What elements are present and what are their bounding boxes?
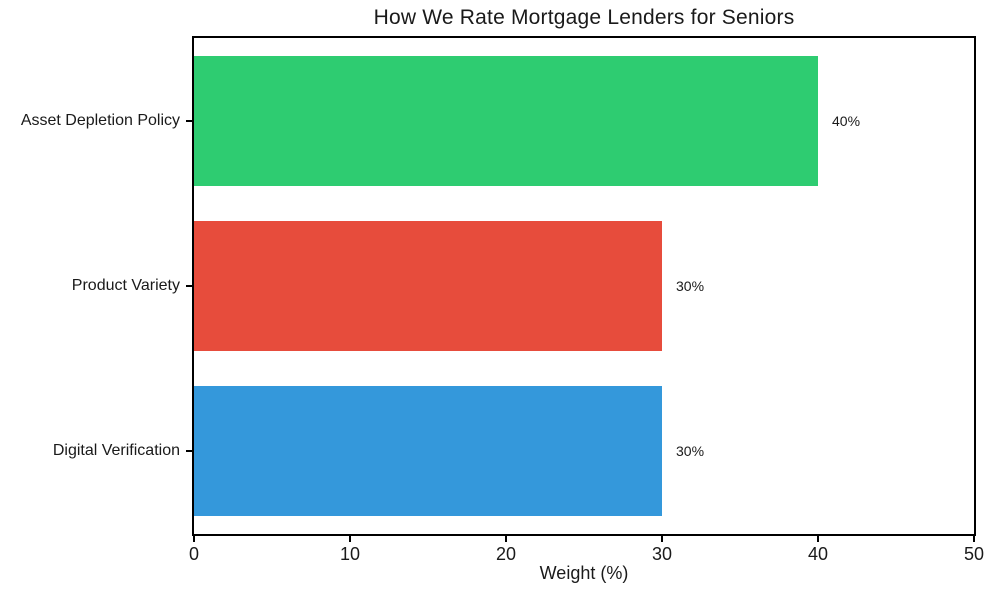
x-tick-mark: [349, 536, 351, 542]
x-tick-mark: [505, 536, 507, 542]
x-tick-label: 0: [188, 544, 199, 564]
x-tick-label: 20: [495, 544, 517, 564]
bar: [194, 386, 662, 517]
x-tick-mark: [661, 536, 663, 542]
bar-value-label: 30%: [676, 443, 705, 460]
bar: [194, 221, 662, 351]
plot-area: 40% 30% 30%: [192, 36, 976, 536]
y-tick-mark: [186, 450, 192, 453]
chart-title: How We Rate Mortgage Lenders for Seniors: [373, 6, 795, 29]
x-tick-mark: [817, 536, 819, 542]
x-tick-mark: [193, 536, 195, 542]
bar-value-label: 30%: [676, 278, 705, 294]
x-tick-label: 40: [807, 544, 829, 564]
y-tick-label: Asset Depletion Policy: [20, 111, 180, 129]
y-tick-mark: [186, 285, 192, 287]
y-tick-label: Digital Verification: [52, 442, 180, 460]
x-tick-label: 30: [651, 544, 673, 564]
x-axis-title: Weight (%): [539, 563, 629, 583]
bar-value-label: 40%: [832, 112, 861, 129]
x-tick-mark: [973, 536, 975, 542]
bar: [194, 55, 818, 186]
x-tick-label: 10: [339, 544, 361, 564]
x-tick-label: 50: [963, 544, 985, 564]
y-tick-label: Product Variety: [71, 277, 180, 294]
y-tick-mark: [186, 119, 192, 122]
